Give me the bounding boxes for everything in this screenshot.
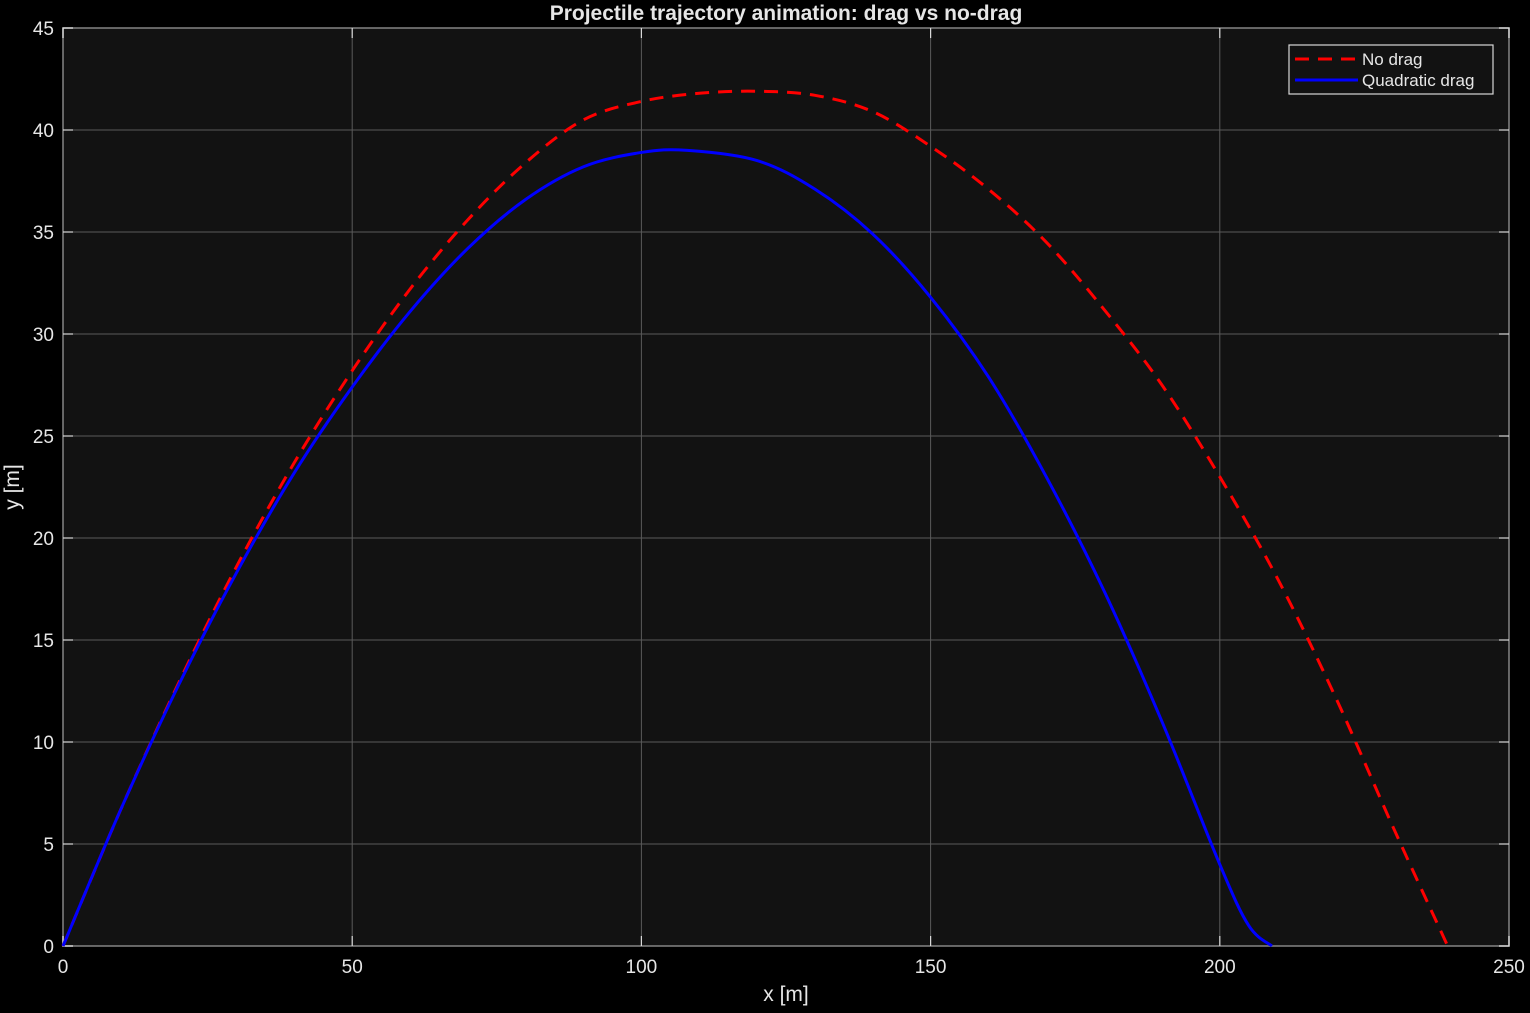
chart-title: Projectile trajectory animation: drag vs…	[550, 2, 1023, 25]
legend-box	[1288, 44, 1494, 95]
grid-lines	[62, 27, 1510, 947]
tick-labels: 0 50 100 150 200 250 0 5 10 15 20 25 30 35 40 45	[33, 19, 1525, 978]
tick-marks	[62, 27, 1510, 947]
y-tick-label: 20	[33, 529, 54, 550]
x-tick-label: 200	[1204, 957, 1236, 978]
y-tick-label: 45	[33, 19, 54, 40]
y-tick-label: 10	[33, 733, 54, 754]
y-axis-label: y [m]	[1, 464, 24, 510]
x-tick-label: 150	[915, 957, 947, 978]
x-tick-label: 0	[58, 957, 69, 978]
y-tick-label: 0	[43, 937, 54, 958]
x-axis-label: x [m]	[763, 983, 809, 1006]
legend-label: Quadratic drag	[1362, 71, 1474, 90]
legend: No drag Quadratic drag	[1288, 44, 1494, 95]
y-tick-label: 25	[33, 427, 54, 448]
series-line-no-drag	[61, 89, 1450, 947]
y-tick-label: 15	[33, 631, 54, 652]
x-tick-label: 100	[626, 957, 658, 978]
plot-area	[62, 27, 1510, 947]
y-tick-label: 30	[33, 325, 54, 346]
y-tick-label: 35	[33, 223, 54, 244]
x-tick-label: 50	[342, 957, 363, 978]
y-tick-label: 5	[43, 835, 54, 856]
series-line-quadratic-drag	[61, 148, 1273, 948]
legend-label: No drag	[1362, 50, 1422, 69]
series-lines	[61, 89, 1450, 948]
y-tick-label: 40	[33, 121, 54, 142]
x-tick-label: 250	[1493, 957, 1525, 978]
